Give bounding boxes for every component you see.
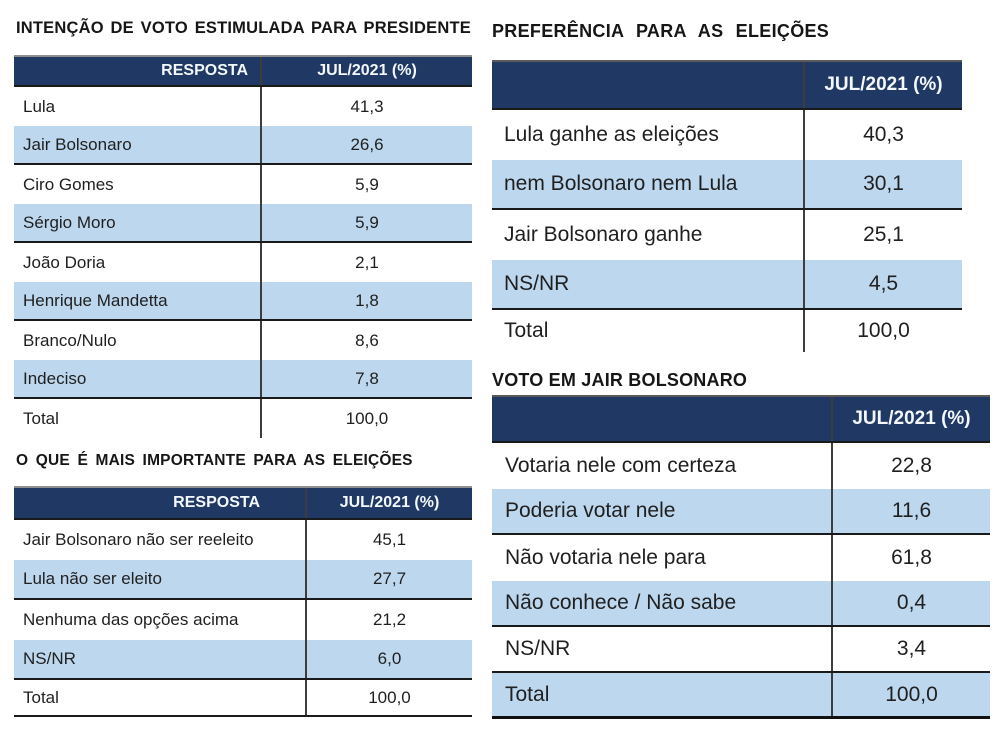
row-label: Ciro Gomes <box>14 165 262 204</box>
row-label: Lula não ser eleito <box>14 560 307 598</box>
row-label: Jair Bolsonaro não ser reeleito <box>14 520 307 560</box>
header-cell-resposta: RESPOSTA <box>14 57 262 85</box>
table-row: Lula 41,3 <box>14 87 472 126</box>
table-row-total: Total 100,0 <box>14 399 472 438</box>
row-value: 5,9 <box>355 212 379 232</box>
row-value: 25,1 <box>863 223 904 246</box>
row-value: 6,0 <box>377 649 402 668</box>
table-row: Nenhuma das opções acima 21,2 <box>14 600 472 640</box>
header-cell-jul2021: JUL/2021 (%) <box>852 408 971 429</box>
section-title-preferencia: PREFERÊNCIA PARA AS ELEIÇÕES <box>492 21 830 41</box>
row-label: Votaria nele com certeza <box>492 443 833 489</box>
table-header-row: JUL/2021 (%) <box>492 395 990 443</box>
section-title-importante: O QUE É MAIS IMPORTANTE PARA AS ELEIÇÕES <box>16 452 413 469</box>
row-label: Lula ganhe as eleições <box>492 110 805 160</box>
row-label: Jair Bolsonaro ganhe <box>492 210 805 260</box>
row-value: 21,2 <box>372 610 407 629</box>
intencao-voto-table: RESPOSTA JUL/2021 (%) Lula 41,3 Jair Bol… <box>14 55 472 438</box>
table-row-total: Total 100,0 <box>492 310 962 352</box>
row-value: 30,1 <box>863 172 904 195</box>
row-value: 2,1 <box>355 252 379 272</box>
voto-bolsonaro-table: JUL/2021 (%) Votaria nele com certeza 22… <box>492 395 990 719</box>
row-value: 7,8 <box>355 368 379 388</box>
row-value: 27,7 <box>372 569 407 588</box>
row-value: 100,0 <box>885 682 938 706</box>
row-label: NS/NR <box>492 260 805 308</box>
row-value: 100,0 <box>368 687 411 707</box>
preferencia-table: JUL/2021 (%) Lula ganhe as eleições 40,3… <box>492 60 962 352</box>
table-row: nem Bolsonaro nem Lula 30,1 <box>492 160 962 210</box>
table-row: João Doria 2,1 <box>14 243 472 282</box>
row-value: 100,0 <box>857 319 910 342</box>
table-row: NS/NR 6,0 <box>14 640 472 680</box>
row-value: 41,3 <box>350 96 384 116</box>
row-label: Lula <box>14 87 262 126</box>
row-value: 40,3 <box>863 123 904 146</box>
row-value: 61,8 <box>891 546 932 569</box>
header-cell-jul2021: JUL/2021 (%) <box>317 62 417 79</box>
row-value: 5,9 <box>355 174 379 194</box>
table-row: NS/NR 4,5 <box>492 260 962 310</box>
row-label: Não votaria nele para <box>492 535 833 581</box>
table-row: Lula ganhe as eleições 40,3 <box>492 110 962 160</box>
row-label: NS/NR <box>492 627 833 671</box>
row-label: Henrique Mandetta <box>14 282 262 319</box>
header-cell-resposta: RESPOSTA <box>14 488 307 518</box>
row-label: Total <box>14 680 307 715</box>
row-value: 26,6 <box>350 134 384 154</box>
table-row: Sérgio Moro 5,9 <box>14 204 472 243</box>
table-row: Não votaria nele para 61,8 <box>492 535 990 581</box>
row-label: João Doria <box>14 243 262 282</box>
table-header-row: RESPOSTA JUL/2021 (%) <box>14 486 472 520</box>
header-cell-jul2021: JUL/2021 (%) <box>339 494 440 511</box>
row-label: Total <box>492 673 833 716</box>
table-row: Ciro Gomes 5,9 <box>14 165 472 204</box>
importante-table: RESPOSTA JUL/2021 (%) Jair Bolsonaro não… <box>14 486 472 717</box>
row-label: Total <box>14 399 262 438</box>
row-value: 45,1 <box>372 530 407 549</box>
section-title-intencao-voto: INTENÇÃO DE VOTO ESTIMULADA PARA PRESIDE… <box>16 19 471 37</box>
table-row: Jair Bolsonaro ganhe 25,1 <box>492 210 962 260</box>
table-header-row: JUL/2021 (%) <box>492 60 962 110</box>
row-value: 11,6 <box>891 499 932 522</box>
row-label: Branco/Nulo <box>14 321 262 360</box>
row-value: 1,8 <box>355 290 379 310</box>
table-row-total: Total 100,0 <box>492 673 990 719</box>
table-row-total: Total 100,0 <box>14 680 472 717</box>
table-row: Não conhece / Não sabe 0,4 <box>492 581 990 627</box>
row-label: Indeciso <box>14 360 262 397</box>
row-label: Poderia votar nele <box>492 489 833 533</box>
header-cell-jul2021: JUL/2021 (%) <box>824 74 943 95</box>
row-value: 3,4 <box>896 637 927 660</box>
table-row: Poderia votar nele 11,6 <box>492 489 990 535</box>
row-value: 4,5 <box>868 272 899 295</box>
row-label: Jair Bolsonaro <box>14 126 262 163</box>
table-header-row: RESPOSTA JUL/2021 (%) <box>14 55 472 87</box>
row-label: nem Bolsonaro nem Lula <box>492 160 805 208</box>
table-row: Jair Bolsonaro 26,6 <box>14 126 472 165</box>
table-row: Indeciso 7,8 <box>14 360 472 399</box>
row-label: Nenhuma das opções acima <box>14 600 307 640</box>
row-value: 0,4 <box>896 591 927 614</box>
row-label: Total <box>492 310 805 352</box>
table-row: NS/NR 3,4 <box>492 627 990 673</box>
header-cell-blank <box>492 62 805 108</box>
row-label: Não conhece / Não sabe <box>492 581 833 625</box>
table-row: Jair Bolsonaro não ser reeleito 45,1 <box>14 520 472 560</box>
header-cell-blank <box>492 397 833 441</box>
row-value: 22,8 <box>891 454 932 477</box>
table-row: Henrique Mandetta 1,8 <box>14 282 472 321</box>
row-value: 100,0 <box>345 408 389 428</box>
row-value: 8,6 <box>355 330 379 350</box>
row-label: Sérgio Moro <box>14 204 262 241</box>
table-row: Lula não ser eleito 27,7 <box>14 560 472 600</box>
section-title-voto-bolsonaro: VOTO EM JAIR BOLSONARO <box>492 370 748 390</box>
row-label: NS/NR <box>14 640 307 678</box>
table-row: Votaria nele com certeza 22,8 <box>492 443 990 489</box>
table-row: Branco/Nulo 8,6 <box>14 321 472 360</box>
